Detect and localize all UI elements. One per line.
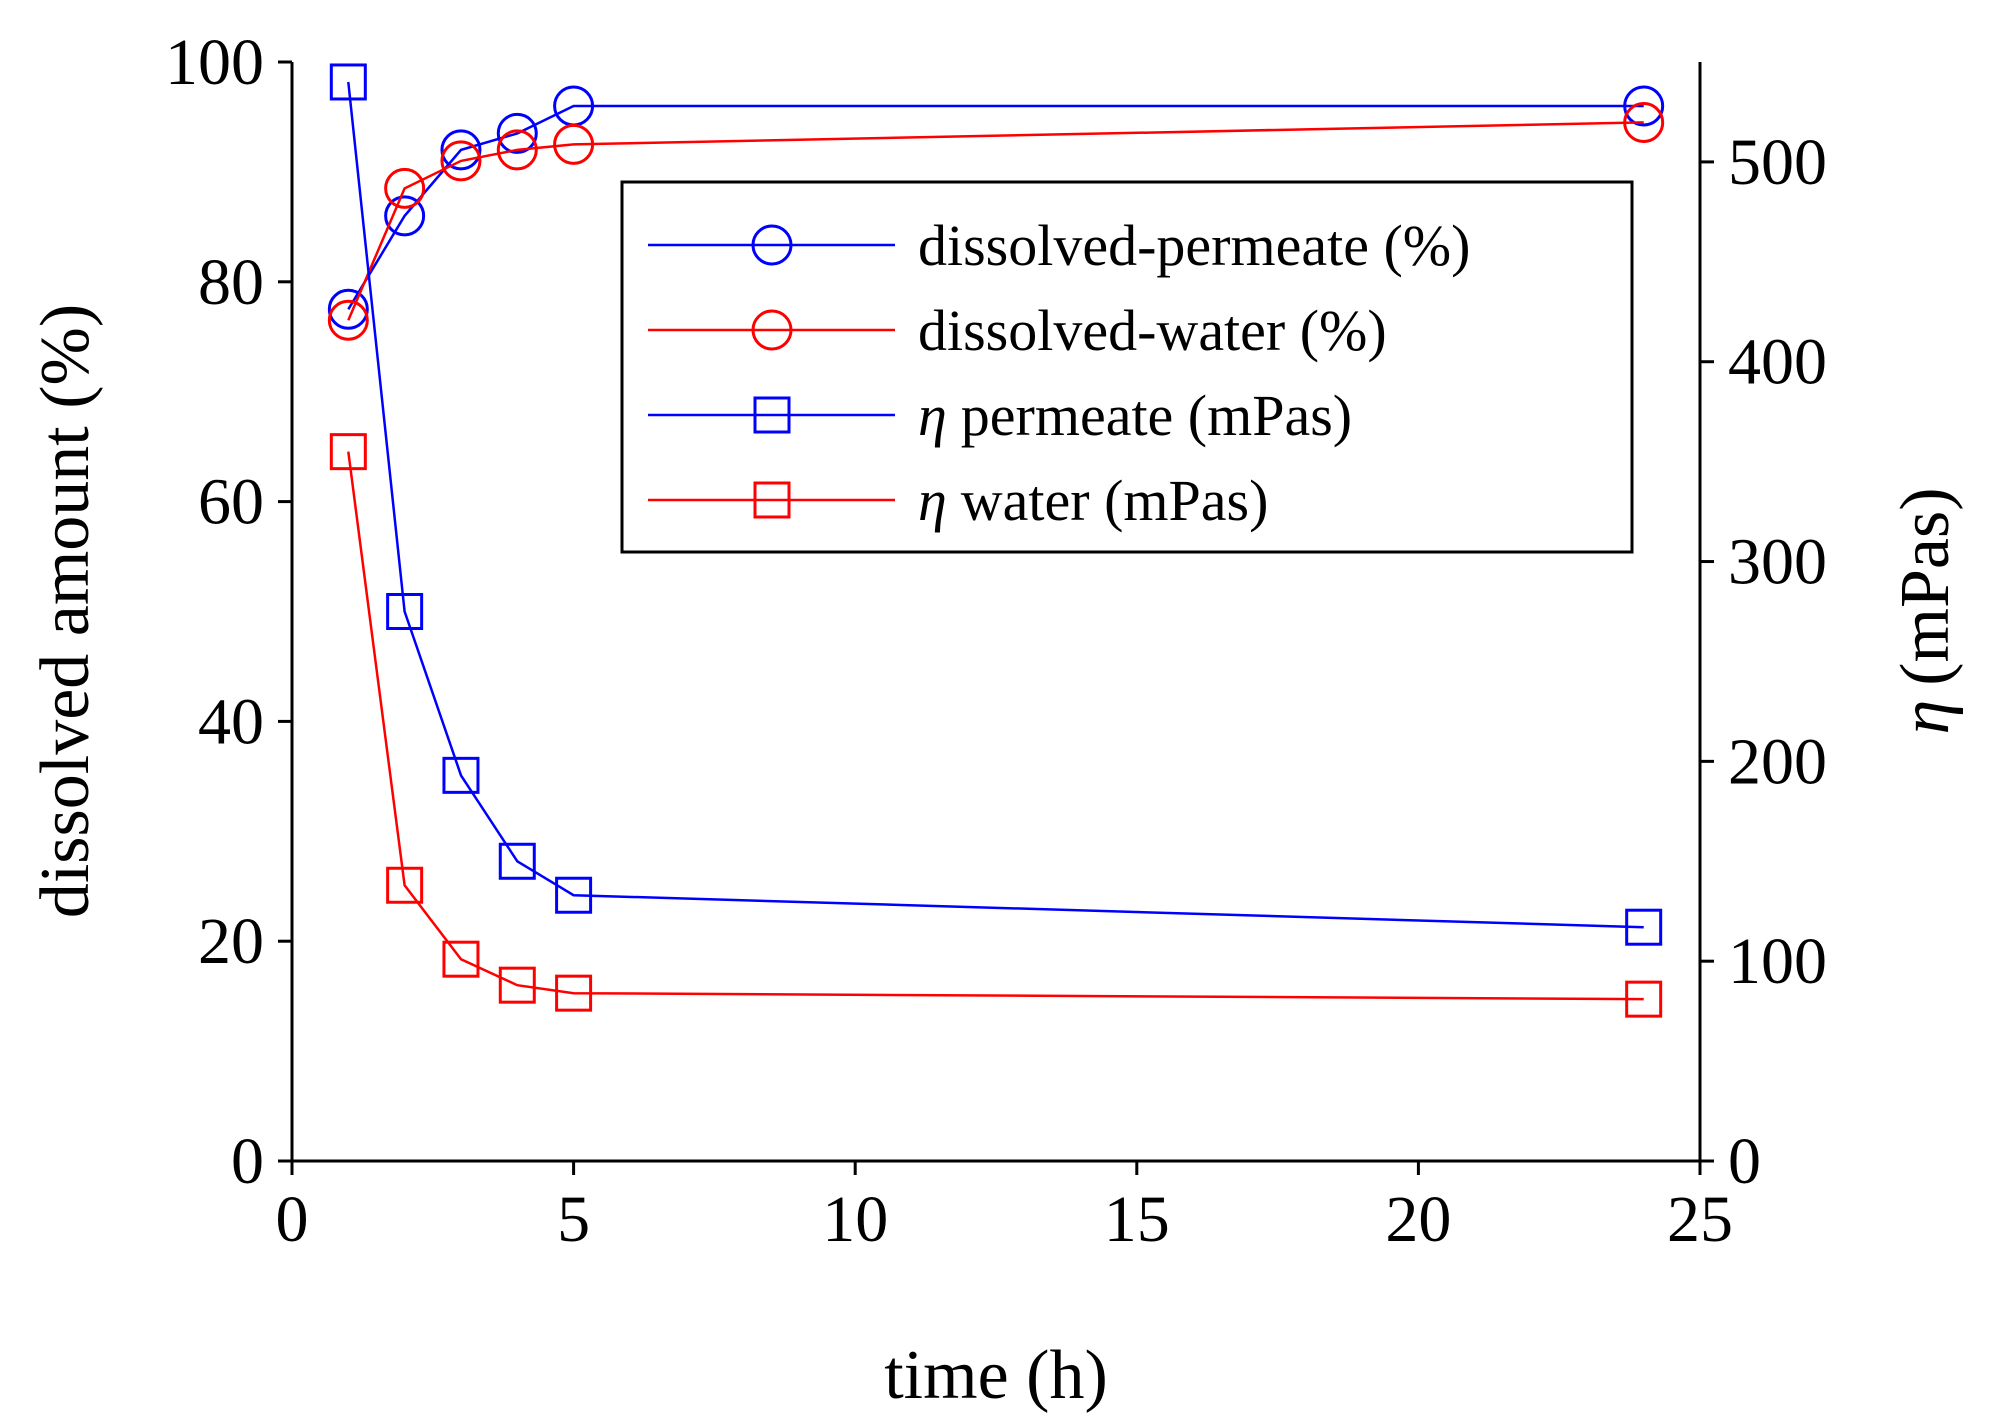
legend-circle-marker: [751, 224, 793, 266]
data-point: [442, 756, 480, 794]
right-y-tick-label: 300: [1728, 526, 1827, 599]
legend-label: η water (mPas): [918, 468, 1268, 533]
legend-square-marker: [753, 481, 791, 519]
series-line: [347, 121, 1644, 321]
series-1: [327, 85, 1665, 330]
data-point: [555, 974, 593, 1012]
left-y-tick-label: 100: [165, 26, 264, 99]
data-point: [498, 966, 536, 1004]
data-point: [442, 940, 480, 978]
data-point: [384, 167, 426, 209]
series-2: [327, 101, 1665, 341]
data-point: [386, 593, 424, 630]
legend-label: η permeate (mPas): [918, 383, 1352, 448]
left-y-tick-label: 20: [198, 905, 264, 978]
legend-item-4: η water (mPas): [648, 468, 1268, 533]
x-tick-label: 20: [1385, 1183, 1451, 1256]
right-y-tick-label: 200: [1728, 725, 1827, 798]
legend-item-2: dissolved-water (%): [648, 298, 1387, 363]
data-point: [1625, 980, 1663, 1018]
x-tick-label: 5: [557, 1183, 590, 1256]
left-y-tick-label: 40: [198, 685, 264, 758]
x-tick-label: 25: [1667, 1183, 1733, 1256]
data-point: [555, 876, 593, 914]
x-tick-label: 10: [822, 1183, 888, 1256]
data-point: [327, 299, 369, 341]
data-point: [498, 842, 536, 880]
right-y-tick-label: 0: [1728, 1125, 1761, 1198]
left-y-tick-label: 60: [198, 466, 264, 539]
series-line: [347, 81, 1644, 929]
legend-label: dissolved-permeate (%): [918, 213, 1470, 278]
data-point: [327, 288, 369, 330]
data-point: [1623, 85, 1665, 127]
right-y-axis-title: η (mPas): [1887, 487, 1964, 734]
legend-label: dissolved-water (%): [918, 298, 1387, 363]
data-point: [384, 195, 426, 237]
data-point: [329, 63, 367, 101]
data-point: [1625, 908, 1663, 946]
legend-label-text: permeate (mPas): [961, 383, 1352, 448]
legend-item-3: η permeate (mPas): [648, 383, 1352, 448]
legend-item-1: dissolved-permeate (%): [648, 213, 1470, 278]
data-point: [496, 129, 538, 171]
data-point: [496, 112, 538, 154]
legend: dissolved-permeate (%) dissolved-water (%…: [620, 180, 1634, 554]
right-y-axis-unit: (mPas): [1887, 487, 1964, 685]
x-tick-label: 0: [276, 1183, 309, 1256]
right-y-tick-label: 500: [1728, 126, 1827, 199]
data-point: [553, 123, 595, 165]
right-y-axis-symbol: η: [1887, 700, 1964, 735]
x-axis-title: time (h): [884, 1337, 1108, 1414]
data-point: [1623, 101, 1665, 143]
legend-symbol: η: [918, 383, 947, 448]
legend-symbol: η: [918, 468, 947, 533]
right-y-tick-label: 100: [1728, 925, 1827, 998]
legend-label-text: water (mPas): [961, 468, 1269, 533]
legend-square-marker: [753, 396, 791, 434]
x-tick-label: 15: [1104, 1183, 1170, 1256]
right-y-tick-label: 400: [1728, 326, 1827, 399]
data-point: [386, 866, 424, 904]
data-point: [440, 129, 482, 171]
plot-area: [290, 62, 1702, 1163]
series-line: [347, 451, 1644, 1001]
legend-circle-marker: [751, 309, 793, 351]
series-3: [329, 63, 1663, 946]
data-point: [440, 140, 482, 182]
left-y-tick-label: 80: [198, 246, 264, 319]
left-y-tick-label: 0: [231, 1125, 264, 1198]
data-point: [329, 433, 367, 471]
series-layer: [327, 63, 1665, 1018]
left-y-axis-title: dissolved amount (%): [27, 304, 104, 918]
series-4: [329, 433, 1663, 1018]
